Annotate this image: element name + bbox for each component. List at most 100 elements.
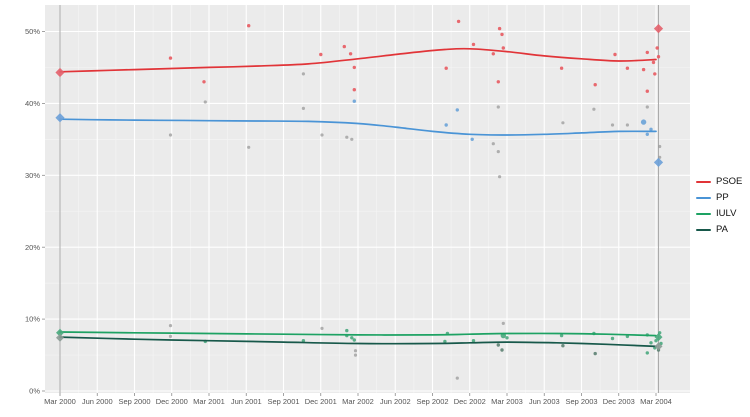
poll-point-psoe xyxy=(645,50,649,55)
x-axis-tick-label: Sep 2003 xyxy=(565,397,597,406)
poll-point-other xyxy=(496,105,500,109)
poll-point-other xyxy=(625,123,630,127)
election-result-diamond-iulv xyxy=(56,328,64,337)
x-axis-tick-label: Sep 2001 xyxy=(267,397,299,406)
poll-point-pp xyxy=(455,108,459,112)
poll-point-psoe xyxy=(247,24,251,28)
poll-point-other xyxy=(345,135,349,139)
poll-point-psoe xyxy=(655,46,659,50)
poll-point-psoe xyxy=(656,55,661,59)
poll-point-psoe xyxy=(651,60,656,65)
poll-point-other xyxy=(658,144,662,149)
poll-point-psoe xyxy=(348,52,353,56)
poll-point-psoe xyxy=(491,52,495,56)
poll-point-other xyxy=(658,155,662,159)
poll-point-psoe xyxy=(342,44,346,49)
legend-row-iulv: IULV xyxy=(696,208,742,220)
poll-point-pp xyxy=(649,127,653,131)
poll-point-iulv xyxy=(559,333,564,338)
election-result-diamond-psoe xyxy=(653,24,664,34)
poll-point-iulv xyxy=(654,339,658,343)
legend-row-pp: PP xyxy=(696,192,742,204)
poll-point-psoe xyxy=(613,52,617,57)
trend-line-pp xyxy=(59,118,657,136)
poll-point-pp xyxy=(444,123,448,127)
poll-point-other xyxy=(592,107,596,111)
poll-point-other xyxy=(645,105,649,109)
poll-point-other xyxy=(491,142,495,146)
poll-point-pa xyxy=(500,348,504,352)
poll-point-iulv xyxy=(345,328,349,333)
poll-point-pp xyxy=(645,132,649,136)
poll-point-other xyxy=(353,349,358,353)
election-result-diamond-pp xyxy=(55,113,65,123)
poll-point-psoe xyxy=(352,65,356,70)
x-axis-tick-label: Dec 2002 xyxy=(454,397,486,406)
legend-row-psoe: PSOE xyxy=(696,176,742,188)
poll-point-psoe xyxy=(593,83,597,87)
poll-point-psoe xyxy=(645,89,649,93)
x-axis-tick-label: Jun 2003 xyxy=(529,397,560,406)
iulv-line-swatch xyxy=(696,212,711,216)
trend-line-pa xyxy=(59,336,657,348)
poll-point-iulv xyxy=(350,336,354,340)
poll-point-pa xyxy=(561,344,565,348)
y-axis-tick-label: 30% xyxy=(25,171,40,180)
x-axis-tick-label: Mar 2003 xyxy=(491,397,523,406)
poll-point-iulv xyxy=(645,351,649,355)
x-axis-tick-label: Dec 2003 xyxy=(603,397,635,406)
poll-point-psoe xyxy=(202,80,206,84)
poll-point-pp xyxy=(470,137,474,141)
trend-line-psoe xyxy=(59,47,657,73)
poll-point-other xyxy=(350,137,354,141)
y-axis-tick-label: 10% xyxy=(25,315,40,324)
poll-point-iulv xyxy=(610,336,615,341)
poll-point-other xyxy=(320,326,324,330)
legend-label-psoe: PSOE xyxy=(716,176,743,187)
pa-line-swatch xyxy=(696,228,711,232)
poll-point-other xyxy=(455,376,459,380)
poll-point-other xyxy=(247,145,251,149)
election-result-diamond-psoe xyxy=(55,67,65,78)
x-axis-tick-label: Dec 2000 xyxy=(156,397,188,406)
pp-line-swatch xyxy=(696,196,711,200)
x-axis-tick-label: Jun 2000 xyxy=(82,397,113,406)
poll-point-psoe xyxy=(444,66,448,70)
psoe-line-swatch xyxy=(696,180,711,184)
poll-point-psoe xyxy=(653,72,657,76)
x-axis-tick-label: Mar 2001 xyxy=(193,397,225,406)
x-axis-tick-label: Mar 2004 xyxy=(640,397,672,406)
poll-point-iulv xyxy=(443,339,447,344)
trend-line-iulv xyxy=(59,331,657,337)
election-result-diamond-iulv xyxy=(654,333,663,342)
poll-point-pa xyxy=(496,343,500,347)
poll-point-other xyxy=(498,175,502,179)
legend-row-pa: PA xyxy=(696,224,742,236)
poll-point-psoe xyxy=(500,32,504,37)
poll-point-pa xyxy=(593,351,597,356)
poll-point-other xyxy=(496,150,500,154)
x-axis-tick-label: Sep 2000 xyxy=(118,397,150,406)
poll-point-other xyxy=(301,106,305,110)
y-axis-tick-label: 20% xyxy=(25,243,40,252)
poll-point-other xyxy=(301,72,305,76)
poll-point-iulv xyxy=(649,341,653,345)
legend-label-iulv: IULV xyxy=(716,208,737,219)
poll-point-psoe xyxy=(501,46,505,50)
chart-legend: PSOE PP IULV PA xyxy=(696,176,742,236)
election-result-diamond-pa xyxy=(654,342,663,351)
election-result-diamond-pp xyxy=(653,157,664,167)
poll-point-other xyxy=(203,100,207,104)
poll-point-other xyxy=(168,133,173,137)
x-axis-tick-label: Dec 2001 xyxy=(305,397,337,406)
y-axis-tick-label: 50% xyxy=(25,27,40,36)
poll-point-psoe xyxy=(352,88,356,92)
poll-point-iulv xyxy=(505,336,509,340)
legend-label-pp: PP xyxy=(716,192,729,203)
x-axis-tick-label: Sep 2002 xyxy=(416,397,448,406)
x-axis-tick-label: Mar 2002 xyxy=(342,397,374,406)
poll-point-other xyxy=(561,121,565,125)
poll-point-pp xyxy=(352,99,356,103)
